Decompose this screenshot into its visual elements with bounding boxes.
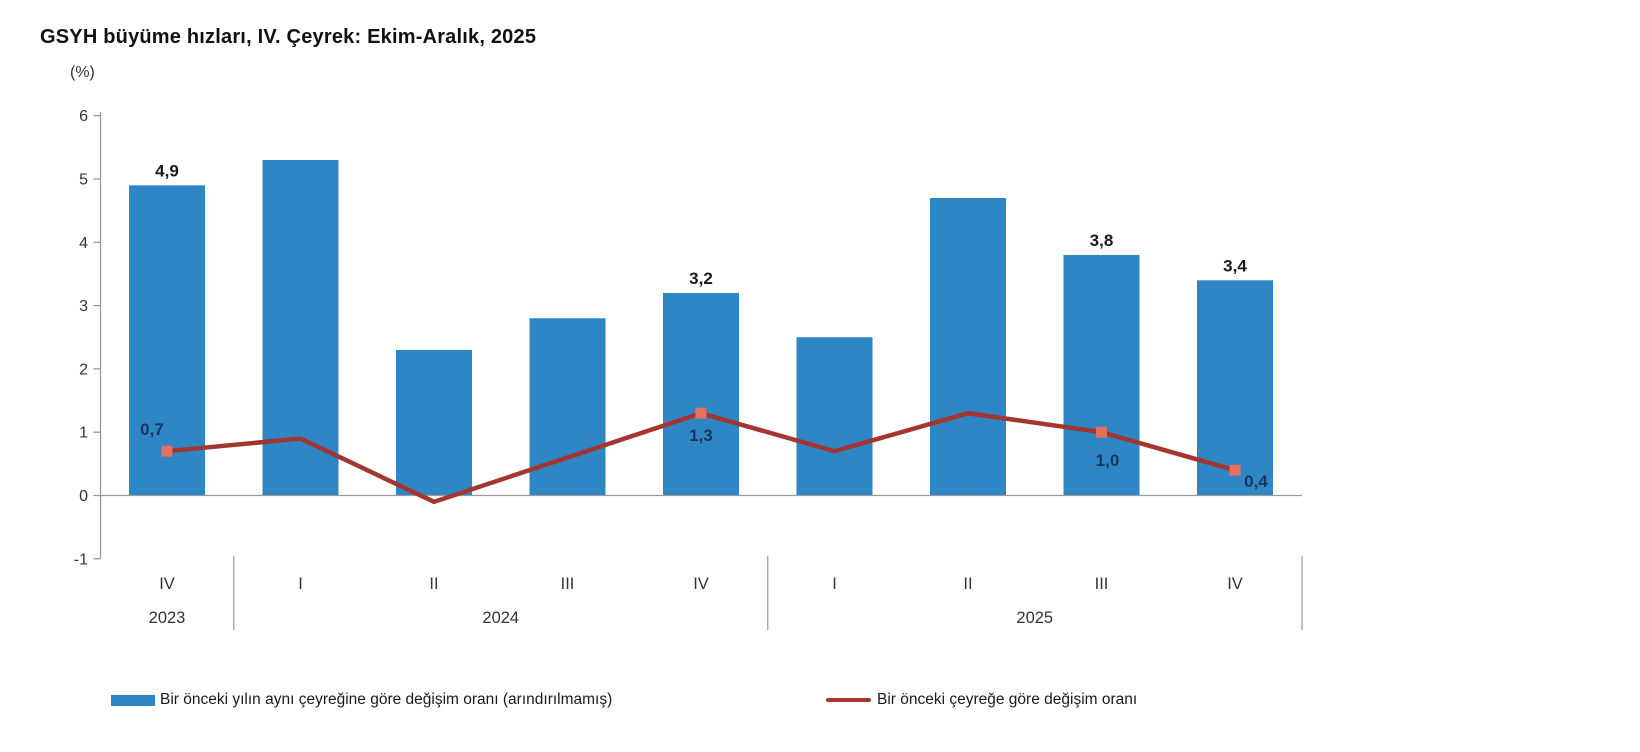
y-tick-label-0: 0	[79, 488, 88, 505]
line-marker-2023-IV	[161, 445, 173, 457]
x-label-2025-I: I	[832, 575, 837, 593]
year-label-2024: 2024	[482, 609, 519, 627]
y-tick-label-5: 5	[79, 172, 88, 189]
x-label-2025-IV: IV	[1227, 575, 1243, 593]
bar-2024-III	[529, 318, 606, 496]
bar-label-2025-III: 3,8	[1090, 231, 1114, 250]
bar-series-swatch-icon	[111, 694, 155, 706]
chart-title: GSYH büyüme hızları, IV. Çeyrek: Ekim-Ar…	[40, 26, 537, 48]
bar-2025-I	[796, 337, 873, 496]
line-series-swatch-icon	[826, 698, 871, 702]
bar-2024-II	[396, 349, 472, 496]
x-label-2024-I: I	[298, 575, 303, 593]
y-tick-label-3: 3	[79, 298, 88, 315]
legend-item-line-series: Bir önceki çeyreğe göre değişim oranı	[826, 690, 1137, 710]
bar-2025-II	[930, 197, 1006, 496]
line-marker-2024-IV	[695, 407, 707, 419]
line-label-2024-IV: 1,3	[689, 426, 713, 445]
x-label-2025-II: II	[963, 575, 972, 593]
y-tick-label-4: 4	[79, 235, 88, 252]
bar-2024-I	[262, 160, 339, 496]
bar-label-2024-IV: 3,2	[689, 269, 713, 288]
x-label-2024-IV: IV	[693, 575, 709, 593]
x-label-2025-III: III	[1095, 575, 1109, 593]
line-label-2023-IV: 0,7	[140, 420, 164, 439]
x-label-2024-III: III	[561, 575, 575, 593]
year-label-2023: 2023	[149, 609, 186, 627]
legend-item-bar-series: Bir önceki yılın aynı çeyreğine göre değ…	[111, 690, 612, 710]
bar-2024-IV	[663, 292, 739, 496]
line-label-2025-IV: 0,4	[1244, 472, 1268, 491]
y-tick-label-2: 2	[79, 361, 88, 378]
bar-label-2023-IV: 4,9	[155, 161, 179, 180]
bar-2025-IV	[1197, 280, 1273, 496]
bar-2025-III	[1063, 254, 1140, 496]
legend-label-bar-series: Bir önceki yılın aynı çeyreğine göre değ…	[160, 691, 613, 708]
x-label-2024-II: II	[429, 575, 438, 593]
legend-label-line-series: Bir önceki çeyreğe göre değişim oranı	[877, 691, 1138, 708]
line-marker-2025-IV	[1229, 464, 1241, 476]
y-tick-label-6: 6	[79, 108, 88, 125]
year-label-2025: 2025	[1016, 609, 1053, 627]
x-label-2023-IV: IV	[159, 575, 175, 593]
bar-2023-IV	[129, 185, 205, 496]
line-marker-2025-III	[1096, 426, 1107, 438]
y-tick-label-1: 1	[79, 425, 88, 442]
line-label-2025-III: 1,0	[1096, 451, 1120, 470]
bar-label-2025-IV: 3,4	[1223, 256, 1247, 275]
y-axis-unit-label: (%)	[70, 64, 95, 81]
y-tick-label--1: -1	[74, 551, 88, 568]
